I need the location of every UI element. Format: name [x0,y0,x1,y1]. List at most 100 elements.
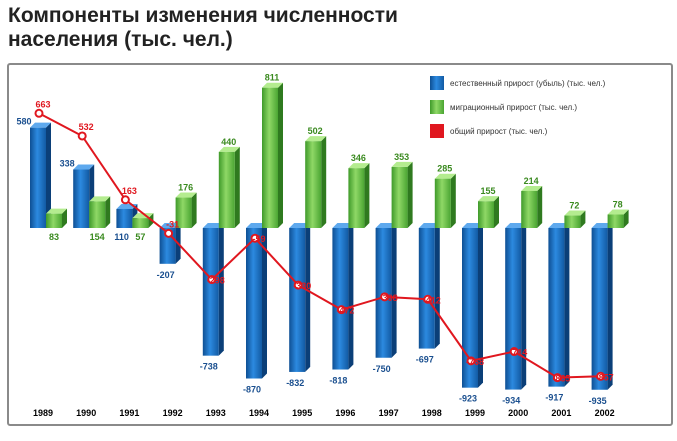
label-natural-1999: -923 [459,394,477,404]
bar-migration-1994-side [278,82,283,229]
bar-natural-1999-side [478,223,483,388]
bar-natural-1997-top [375,223,397,228]
label-natural-2002: -935 [589,396,607,406]
bar-natural-1989-side [46,122,51,228]
total-point-1999 [466,356,476,366]
bar-natural-2002-top [591,223,613,228]
label-natural-1993: -738 [200,362,218,372]
label-natural-1996: -818 [329,376,347,386]
label-migration-1998: 285 [437,164,452,174]
label-natural-2000: -934 [502,396,520,406]
bar-migration-1995-top [305,136,327,142]
bar-natural-1996-side [348,223,354,370]
label-total-1994: -59 [252,234,265,244]
bar-natural-1993-top [202,223,224,228]
bar-migration-1990-top [89,196,111,202]
bar-migration-1990 [89,196,111,228]
label-migration-1999: 155 [480,186,495,196]
label-natural-1994: -870 [243,385,261,395]
bar-natural-1995 [289,223,311,372]
bar-migration-1998-top [434,173,456,179]
year-label-1995: 1995 [292,408,312,418]
legend-label-3: общий прирост (тыс. чел.) [450,127,548,136]
bar-migration-1995-face [305,141,322,228]
year-label-1994: 1994 [249,408,269,418]
bar-migration-1999-face [478,201,494,228]
label-natural-1990: 338 [60,159,75,169]
label-natural-1995: -832 [286,378,304,388]
bar-migration-2002 [607,209,629,228]
bar-migration-1993 [218,146,240,228]
total-point-1990 [77,131,87,141]
total-point-1993 [207,275,217,285]
total-point-1996 [336,305,346,315]
bar-natural-1994-side [262,223,267,379]
bar-migration-1998-side [450,173,456,228]
bar-migration-1989-side [62,208,67,228]
bar-natural-1990-face [73,169,90,228]
total-point-1992 [164,228,174,238]
bar-migration-1992-top [175,192,197,198]
bar-natural-2001-top [548,223,570,228]
bar-natural-2002-face [591,228,608,390]
bar-migration-1993-top [218,146,240,152]
total-point-1994 [250,233,260,243]
year-label-1989: 1989 [33,408,53,418]
bar-natural-1998-face [418,228,435,349]
bar-migration-1994-top [262,82,283,88]
bar-natural-1994-face [246,228,262,379]
label-total-2000: -714 [509,348,527,358]
bar-natural-1995-face [289,228,306,372]
label-migration-2002: 78 [613,200,623,210]
bar-migration-1997-face [391,166,408,228]
bar-natural-2000-side [521,223,527,390]
year-label-1992: 1992 [163,408,183,418]
bar-migration-1997 [391,161,413,228]
bar-natural-2002-side [607,223,613,390]
label-total-1989: 663 [35,99,50,109]
bar-migration-1999-top [478,196,499,202]
bar-natural-1997-side [391,223,397,358]
label-migration-1990: 154 [90,232,105,242]
year-label-1996: 1996 [335,408,355,418]
label-migration-1993: 440 [221,137,236,147]
year-label-1999: 1999 [465,408,485,418]
bar-migration-1993-side [234,146,240,228]
year-label-1998: 1998 [422,408,442,418]
label-natural-1998: -697 [416,355,434,365]
year-label-2002: 2002 [595,408,615,418]
bar-natural-1992-top [159,223,181,228]
bar-migration-2001-top [564,210,586,216]
bar-migration-2000-face [521,190,538,228]
bar-natural-1997 [375,223,397,358]
total-point-1998 [423,294,433,304]
label-total-1997: -398 [380,293,398,303]
bar-natural-1993 [202,223,224,356]
label-migration-2000: 214 [524,176,539,186]
bar-migration-1999 [478,196,499,228]
label-total-1990: 532 [79,122,94,132]
bar-migration-1996-side [364,163,370,228]
label-migration-1997: 353 [394,152,409,162]
bar-migration-1992 [175,192,197,228]
bar-migration-1998 [434,173,456,228]
bar-migration-1991 [132,213,154,228]
total-point-1989 [34,108,44,118]
bar-migration-1992-face [175,197,192,228]
bar-natural-1999 [462,223,483,388]
label-migration-1989: 83 [49,232,59,242]
bar-natural-1994 [246,223,267,379]
total-point-2001 [552,373,562,383]
bar-natural-2000-face [505,228,522,390]
bar-natural-1995-top [289,223,311,228]
bar-natural-2001 [548,223,570,387]
total-point-1991 [120,195,130,205]
bar-migration-1989-top [46,208,67,214]
bar-natural-1996 [332,223,354,370]
year-label-1990: 1990 [76,408,96,418]
bar-natural-1993-side [218,223,224,356]
bar-natural-1989-top [30,122,51,128]
bar-migration-2002-face [607,214,624,228]
label-migration-1995: 502 [308,126,323,136]
